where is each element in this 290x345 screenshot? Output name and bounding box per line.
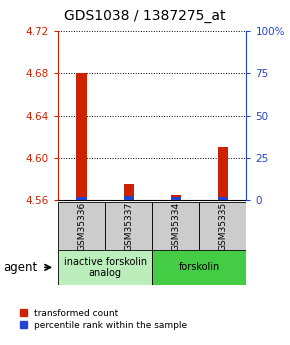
Bar — [171, 195, 181, 200]
Bar — [218, 197, 228, 200]
Text: GSM35334: GSM35334 — [171, 201, 180, 250]
Text: inactive forskolin
analog: inactive forskolin analog — [64, 257, 147, 278]
Bar — [200, 202, 246, 250]
Text: agent: agent — [3, 261, 37, 274]
Bar — [152, 202, 200, 250]
Bar — [218, 147, 228, 200]
Text: GSM35335: GSM35335 — [218, 201, 227, 250]
Bar — [58, 202, 105, 250]
Bar — [124, 184, 134, 200]
Bar — [105, 202, 152, 250]
Text: GSM35337: GSM35337 — [124, 201, 133, 250]
Bar — [58, 250, 152, 285]
Text: GDS1038 / 1387275_at: GDS1038 / 1387275_at — [64, 9, 226, 22]
Bar — [124, 196, 134, 200]
Bar — [152, 250, 246, 285]
Bar — [76, 197, 87, 200]
Bar — [76, 73, 87, 200]
Text: GSM35336: GSM35336 — [77, 201, 86, 250]
Legend: transformed count, percentile rank within the sample: transformed count, percentile rank withi… — [19, 308, 188, 331]
Text: forskolin: forskolin — [179, 263, 220, 272]
Bar — [171, 197, 181, 200]
